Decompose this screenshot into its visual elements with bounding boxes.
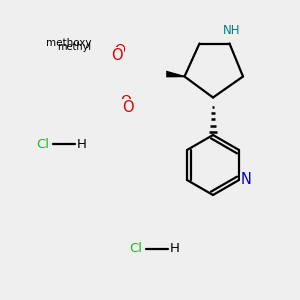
Bar	[75, 36, 165, 111]
Text: N: N	[241, 172, 252, 188]
Polygon shape	[142, 70, 184, 77]
Text: Cl: Cl	[36, 137, 49, 151]
Text: O: O	[121, 94, 131, 107]
Text: H: H	[169, 242, 179, 256]
Text: O: O	[115, 43, 125, 56]
Polygon shape	[145, 66, 184, 76]
Text: O: O	[122, 100, 133, 115]
Text: NH: NH	[223, 24, 241, 37]
Text: methoxy: methoxy	[46, 38, 92, 48]
Text: methyl: methyl	[57, 41, 92, 52]
Text: Cl: Cl	[129, 242, 142, 256]
Text: O: O	[111, 48, 123, 63]
Text: H: H	[76, 137, 86, 151]
